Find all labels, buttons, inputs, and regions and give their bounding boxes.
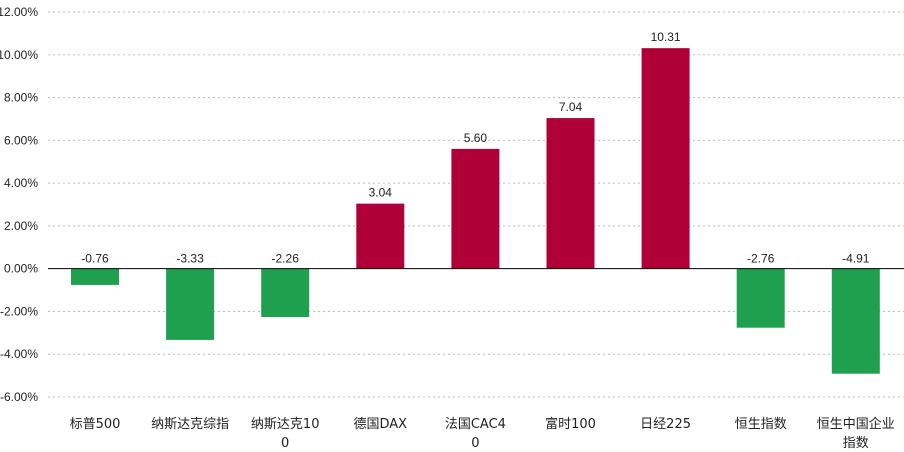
x-category-label: 法国CAC4 0 bbox=[445, 417, 506, 451]
bar bbox=[831, 268, 880, 374]
x-category-label: 富时100 bbox=[545, 416, 596, 432]
data-label: -4.91 bbox=[842, 252, 870, 266]
y-tick-label: 0.00% bbox=[4, 262, 38, 276]
x-category-label: 恒生中国企业指数 bbox=[817, 416, 895, 451]
y-tick-label: -4.00% bbox=[0, 347, 38, 361]
y-tick-label: -2.00% bbox=[0, 304, 38, 318]
x-category-label: 德国DAX bbox=[354, 417, 408, 432]
y-tick-label: 6.00% bbox=[4, 133, 38, 147]
data-label: -0.76 bbox=[81, 252, 109, 266]
y-tick-label: 12.00% bbox=[0, 5, 38, 19]
bar bbox=[736, 268, 785, 328]
y-tick-label: 2.00% bbox=[4, 219, 38, 233]
y-tick-label: 4.00% bbox=[4, 176, 38, 190]
bar bbox=[546, 118, 595, 269]
bar bbox=[356, 203, 405, 269]
x-category-label: 纳斯达克10 0 bbox=[251, 417, 320, 451]
y-axis-tick-labels: 12.00% 10.00% 8.00% 6.00% 4.00% 2.00% 0.00% -2.… bbox=[0, 5, 38, 404]
y-tick-label: 8.00% bbox=[4, 91, 38, 105]
x-category-label: 纳斯达克综指 bbox=[151, 417, 229, 432]
data-labels: -0.76 -3.33 -2.26 3.04 5.60 7.04 10.31 -2.76 -4.… bbox=[81, 30, 869, 266]
y-tick-label: 10.00% bbox=[0, 48, 38, 62]
data-label: 10.31 bbox=[651, 30, 681, 44]
y-tick-label: -6.00% bbox=[0, 390, 38, 404]
data-label: 3.04 bbox=[369, 186, 393, 200]
bar bbox=[451, 148, 500, 269]
bar bbox=[261, 268, 310, 318]
data-label: -2.26 bbox=[272, 252, 300, 266]
x-axis-category-labels: 标普500 纳斯达克综指 纳斯达克10 0 德国DAX 法国CAC4 0 富时100 日经225… bbox=[70, 416, 895, 451]
bar bbox=[71, 268, 119, 285]
x-category-label: 恒生指数 bbox=[735, 417, 787, 432]
bars bbox=[71, 48, 880, 374]
data-label: -2.76 bbox=[747, 252, 775, 266]
x-category-label: 日经225 bbox=[640, 417, 691, 432]
bar bbox=[641, 48, 690, 269]
x-category-label: 标普500 bbox=[70, 417, 121, 432]
data-label: -3.33 bbox=[176, 252, 204, 266]
data-label: 5.60 bbox=[464, 131, 488, 145]
data-label: 7.04 bbox=[559, 100, 583, 114]
bar bbox=[166, 268, 215, 340]
